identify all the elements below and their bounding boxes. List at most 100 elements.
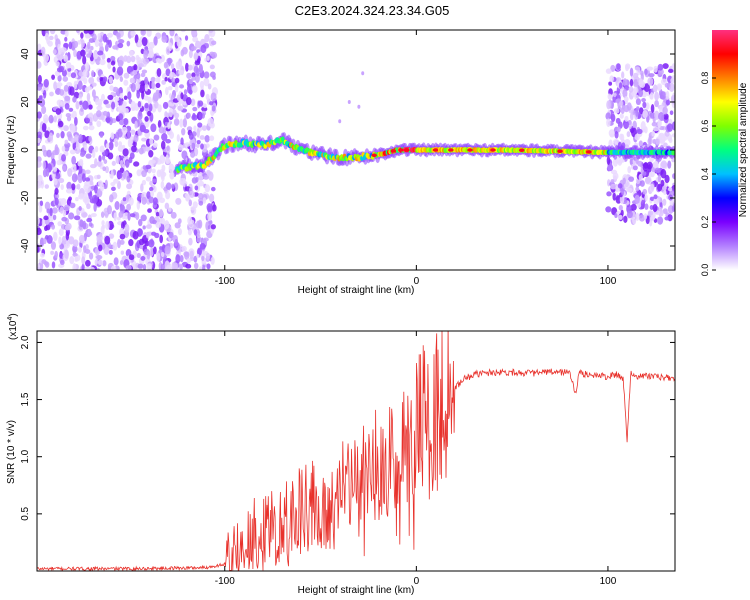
- noise-speckle: [85, 259, 91, 267]
- noise-speckle: [97, 259, 104, 266]
- noise-speckle: [150, 123, 157, 133]
- noise-speckle: [60, 184, 64, 191]
- noise-speckle: [660, 160, 668, 169]
- noise-speckle: [155, 82, 161, 89]
- noise-speckle: [136, 169, 142, 177]
- noise-speckle: [58, 228, 64, 237]
- noise-speckle: [671, 133, 675, 138]
- noise-speckle: [667, 187, 673, 192]
- noise-speckle: [113, 257, 119, 266]
- noise-speckle: [179, 84, 185, 89]
- noise-speckle: [181, 46, 188, 55]
- noise-speckle: [648, 173, 653, 178]
- noise-speckle: [70, 72, 77, 79]
- noise-speckle: [41, 122, 47, 133]
- noise-speckle: [649, 205, 654, 211]
- noise-speckle: [153, 36, 158, 46]
- noise-speckle: [671, 95, 675, 105]
- noise-speckle: [192, 36, 199, 43]
- noise-speckle: [610, 169, 618, 175]
- noise-speckle: [167, 207, 172, 212]
- noise-speckle: [78, 133, 83, 143]
- noise-speckle: [610, 179, 615, 184]
- noise-speckle: [118, 98, 123, 106]
- noise-speckle: [86, 92, 91, 102]
- noise-speckle: [153, 134, 160, 141]
- noise-speckle: [657, 183, 663, 192]
- noise-speckle: [112, 241, 118, 251]
- colorbar-tick-label: 0.6: [700, 120, 710, 133]
- noise-speckle: [138, 84, 146, 94]
- noise-speckle: [623, 120, 629, 130]
- noise-speckle: [204, 184, 211, 193]
- noise-speckle: [634, 133, 640, 141]
- noise-speckle: [146, 263, 153, 270]
- noise-speckle: [179, 118, 184, 128]
- ridge-peak: [585, 150, 592, 154]
- noise-speckle: [37, 111, 42, 119]
- noise-speckle: [105, 103, 112, 109]
- noise-speckle: [61, 145, 66, 152]
- noise-speckle: [59, 89, 65, 96]
- noise-speckle: [50, 241, 57, 250]
- noise-speckle: [128, 197, 134, 206]
- noise-speckle: [622, 78, 628, 87]
- noise-speckle: [82, 173, 86, 183]
- noise-speckle: [656, 83, 663, 91]
- noise-speckle: [61, 216, 68, 222]
- noise-speckle: [149, 247, 154, 257]
- noise-speckle: [606, 156, 611, 166]
- ridge-peak: [467, 148, 473, 152]
- noise-speckle: [209, 64, 215, 70]
- noise-speckle: [96, 174, 101, 180]
- noise-speckle: [185, 263, 192, 269]
- noise-speckle: [101, 53, 106, 60]
- noise-speckle: [64, 139, 69, 145]
- noise-speckle: [61, 235, 67, 245]
- snr-y-scale-factor: (x104): [7, 313, 19, 340]
- noise-speckle: [85, 117, 91, 124]
- noise-speckle: [58, 178, 65, 184]
- noise-speckle: [135, 72, 141, 80]
- noise-speckle: [159, 154, 166, 164]
- noise-speckle: [197, 171, 204, 182]
- noise-speckle: [43, 114, 49, 124]
- noise-speckle: [201, 255, 205, 262]
- noise-speckle: [669, 110, 674, 116]
- noise-speckle: [184, 35, 189, 41]
- noise-speckle: [140, 30, 145, 35]
- noise-speckle: [208, 193, 215, 203]
- noise-speckle: [76, 183, 81, 190]
- noise-speckle: [180, 92, 184, 100]
- noise-speckle: [157, 119, 162, 129]
- noise-speckle: [201, 125, 208, 131]
- noise-speckle: [200, 44, 207, 54]
- noise-speckle: [147, 110, 152, 117]
- noise-speckle: [69, 149, 76, 155]
- noise-speckle: [117, 42, 124, 49]
- noise-speckle: [607, 93, 612, 100]
- noise-speckle: [209, 135, 215, 142]
- noise-speckle: [140, 256, 146, 261]
- noise-speckle: [130, 82, 136, 93]
- noise-speckle: [102, 110, 108, 116]
- ridge-peak: [490, 148, 496, 152]
- noise-speckle: [107, 94, 114, 100]
- snr-plot-area: [37, 331, 675, 571]
- noise-speckle: [161, 173, 165, 182]
- noise-speckle: [671, 205, 675, 212]
- noise-speckle: [632, 216, 637, 225]
- noise-speckle: [612, 192, 617, 201]
- noise-speckle: [118, 211, 124, 218]
- noise-speckle: [128, 254, 135, 261]
- snr-y-axis-label: SNR (10 * v/v): [6, 420, 17, 484]
- noise-speckle: [615, 117, 621, 124]
- noise-speckle: [173, 112, 180, 119]
- noise-speckle: [120, 250, 125, 255]
- noise-speckle: [94, 259, 98, 265]
- noise-speckle: [148, 150, 154, 158]
- noise-speckle: [110, 265, 117, 270]
- noise-speckle: [203, 77, 210, 87]
- noise-speckle: [623, 215, 628, 223]
- noise-speckle: [635, 212, 640, 222]
